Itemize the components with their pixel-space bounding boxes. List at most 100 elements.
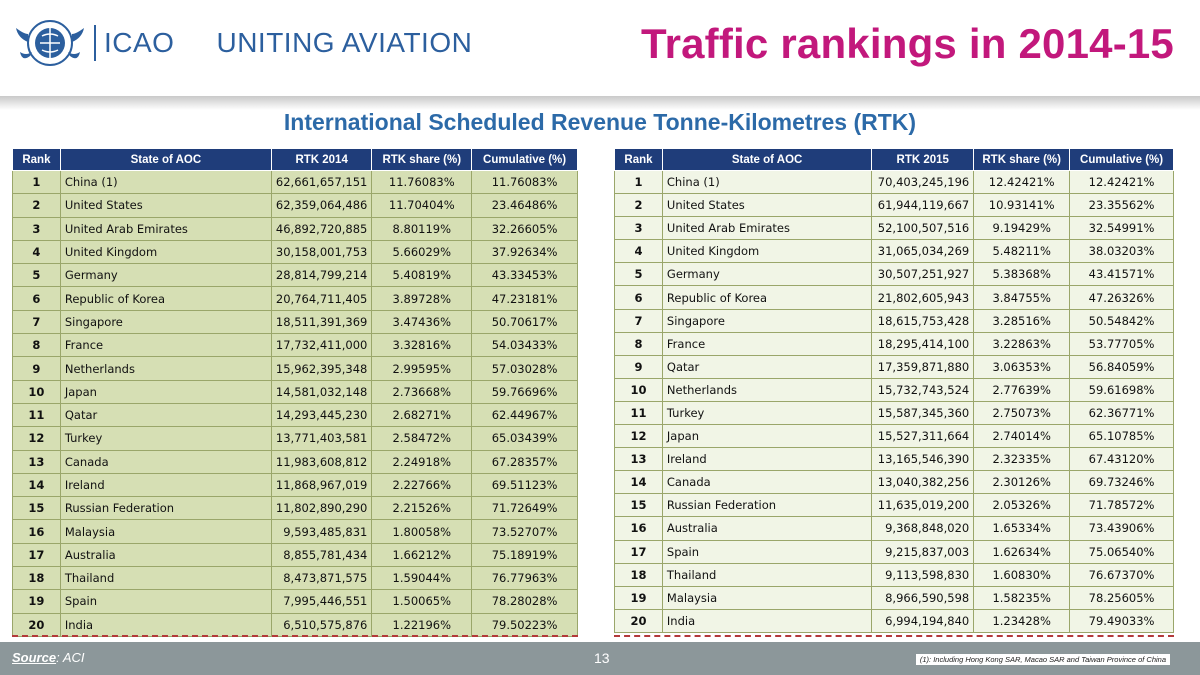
rank-cell: 18 — [614, 562, 663, 587]
rank-cell: 2 — [12, 193, 61, 218]
rank-cell: 13 — [12, 449, 61, 474]
rtk-2014-table: Rank State of AOC RTK 2014 RTK share (%)… — [12, 148, 578, 637]
cumulative-cell: 73.43906% — [1069, 516, 1174, 541]
rank-cell: 8 — [614, 331, 663, 356]
column-header-rtk: RTK 2014 — [270, 148, 373, 171]
column-header-rank: Rank — [12, 148, 61, 171]
share-cell: 11.70404% — [371, 193, 473, 218]
slide-footer: Source: ACI 13 (1): Including Hong Kong … — [0, 642, 1200, 675]
share-cell: 2.75073% — [973, 400, 1071, 426]
rtk-cell: 9,113,598,830 — [871, 562, 975, 587]
state-cell: Singapore — [661, 308, 873, 333]
share-cell: 5.40819% — [371, 263, 473, 288]
rtk-cell: 46,892,720,885 — [270, 216, 373, 241]
rank-cell: 18 — [12, 566, 61, 591]
state-cell: Republic of Korea — [661, 285, 873, 310]
dashed-separator-2014 — [12, 635, 578, 637]
state-cell: United Arab Emirates — [59, 216, 272, 241]
footnote: (1): Including Hong Kong SAR, Macao SAR … — [915, 654, 1170, 665]
cumulative-cell: 56.84059% — [1069, 354, 1174, 379]
rtk-cell: 70,403,245,196 — [871, 169, 975, 195]
table-row: 15 Russian Federation 11,802,890,290 2.2152… — [12, 496, 578, 521]
table-row: 7 Singapore 18,511,391,369 3.47436% 50.70617… — [12, 309, 578, 335]
state-cell: Russian Federation — [59, 496, 272, 521]
share-cell: 3.28516% — [973, 308, 1071, 333]
table-row: 7 Singapore 18,615,753,428 3.28516% 50.54842… — [614, 308, 1174, 333]
rtk-cell: 18,295,414,100 — [871, 331, 975, 356]
slide-header: ICAO UNITING AVIATION Traffic rankings i… — [0, 0, 1200, 96]
header-shadow — [0, 96, 1200, 110]
share-cell: 1.66212% — [371, 542, 473, 568]
cumulative-cell: 76.67370% — [1069, 562, 1174, 587]
rtk-cell: 8,855,781,434 — [270, 542, 373, 568]
table-row: 3 United Arab Emirates 52,100,507,516 9.194… — [614, 216, 1174, 241]
share-cell: 2.74014% — [973, 424, 1071, 449]
state-cell: Russian Federation — [661, 493, 873, 518]
state-cell: Netherlands — [661, 377, 873, 402]
share-cell: 10.93141% — [973, 193, 1071, 218]
rtk-cell: 15,732,743,524 — [871, 377, 975, 402]
rank-cell: 9 — [614, 354, 663, 379]
cumulative-cell: 76.77963% — [471, 566, 578, 591]
table-row: 15 Russian Federation 11,635,019,200 2.0532… — [614, 493, 1174, 518]
rtk-cell: 11,635,019,200 — [871, 493, 975, 518]
rtk-cell: 18,511,391,369 — [270, 309, 373, 335]
share-cell: 1.50065% — [371, 589, 473, 614]
rtk-cell: 13,165,546,390 — [871, 447, 975, 472]
cumulative-cell: 79.50223% — [471, 612, 578, 637]
rank-cell: 17 — [614, 539, 663, 564]
table-row: 18 Thailand 9,113,598,830 1.60830% 76.67370% — [614, 562, 1174, 587]
icao-emblem-icon — [16, 20, 84, 66]
cumulative-cell: 43.33453% — [471, 263, 578, 288]
table-row: 19 Malaysia 8,966,590,598 1.58235% 78.25605% — [614, 585, 1174, 610]
rtk-cell: 14,293,445,230 — [270, 402, 373, 428]
share-cell: 2.77639% — [973, 377, 1071, 402]
table-header-row: Rank State of AOC RTK 2015 RTK share (%)… — [614, 148, 1174, 171]
share-cell: 5.48211% — [973, 239, 1071, 264]
table-row: 10 Japan 14,581,032,148 2.73668% 59.76696% — [12, 379, 578, 404]
rtk-cell: 62,359,064,486 — [270, 193, 373, 218]
cumulative-cell: 75.06540% — [1069, 539, 1174, 564]
cumulative-cell: 59.61698% — [1069, 377, 1174, 402]
cumulative-cell: 47.23181% — [471, 286, 578, 311]
state-cell: Spain — [59, 589, 272, 614]
source-value: : ACI — [56, 650, 85, 665]
share-cell: 2.99595% — [371, 356, 473, 381]
table-row: 18 Thailand 8,473,871,575 1.59044% 76.77963% — [12, 566, 578, 591]
rank-cell: 11 — [12, 402, 61, 428]
cumulative-cell: 65.03439% — [471, 426, 578, 451]
rank-cell: 6 — [12, 286, 61, 311]
cumulative-cell: 23.35562% — [1069, 193, 1174, 218]
share-cell: 3.06353% — [973, 354, 1071, 379]
rank-cell: 11 — [614, 400, 663, 426]
cumulative-cell: 50.70617% — [471, 309, 578, 335]
cumulative-cell: 11.76083% — [471, 169, 578, 195]
state-cell: Spain — [661, 539, 873, 564]
state-cell: Malaysia — [661, 585, 873, 610]
share-cell: 2.68271% — [371, 402, 473, 428]
logo-divider — [94, 25, 96, 61]
state-cell: Malaysia — [59, 519, 272, 544]
share-cell: 1.80058% — [371, 519, 473, 544]
state-cell: India — [661, 608, 873, 633]
state-cell: Canada — [661, 470, 873, 495]
rank-cell: 1 — [12, 169, 61, 195]
table-row: 11 Turkey 15,587,345,360 2.75073% 62.36771% — [614, 400, 1174, 426]
column-header-cumulative: Cumulative (%) — [1069, 148, 1174, 171]
state-cell: United States — [59, 193, 272, 218]
column-header-share: RTK share (%) — [371, 148, 473, 171]
rank-cell: 13 — [614, 447, 663, 472]
table-row: 14 Ireland 11,868,967,019 2.22766% 69.51123% — [12, 472, 578, 498]
share-cell: 2.30126% — [973, 470, 1071, 495]
share-cell: 2.21526% — [371, 496, 473, 521]
cumulative-cell: 71.78572% — [1069, 493, 1174, 518]
rtk-cell: 9,215,837,003 — [871, 539, 975, 564]
table-row: 4 United Kingdom 30,158,001,753 5.66029% 37.… — [12, 239, 578, 265]
source-note: Source: ACI — [12, 650, 85, 665]
rtk-cell: 20,764,711,405 — [270, 286, 373, 311]
rank-cell: 5 — [614, 262, 663, 287]
source-label: Source — [12, 650, 57, 665]
rtk-cell: 31,065,034,269 — [871, 239, 975, 264]
cumulative-cell: 12.42421% — [1069, 169, 1174, 195]
rtk-cell: 30,158,001,753 — [270, 239, 373, 265]
